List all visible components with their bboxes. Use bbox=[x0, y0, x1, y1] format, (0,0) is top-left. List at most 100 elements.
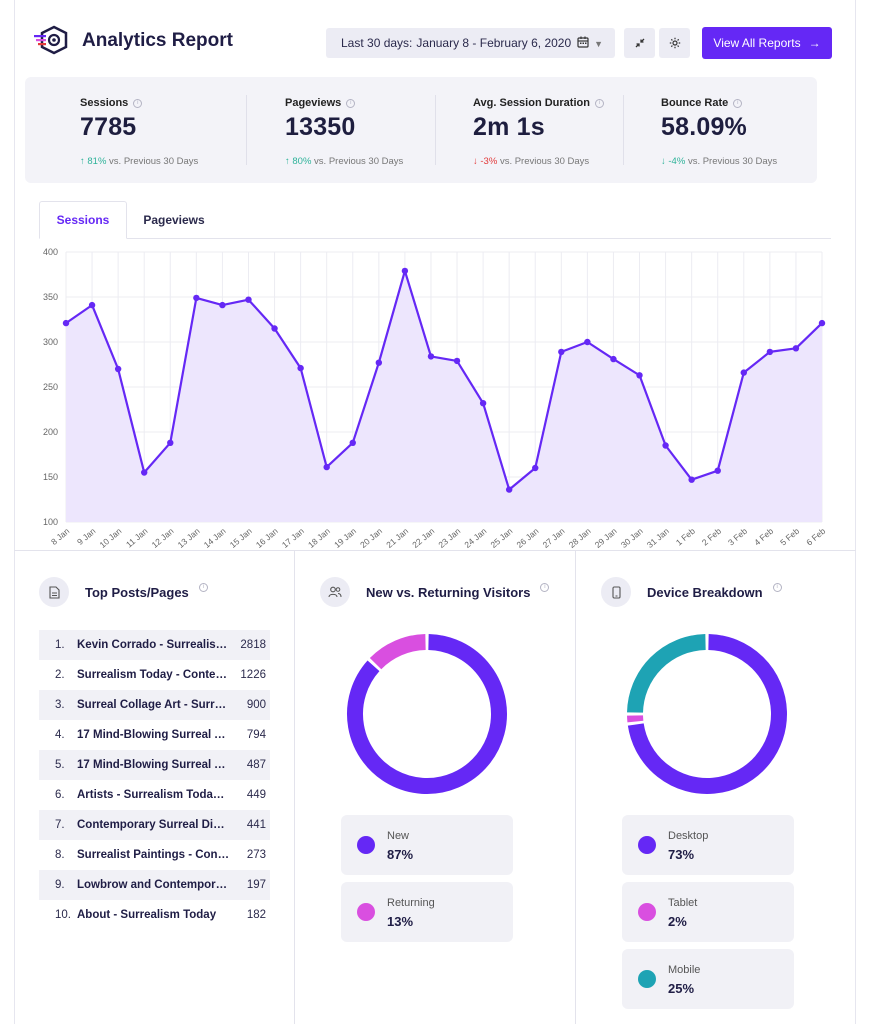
top-post-row[interactable]: 8. Surrealist Paintings - Cont… 273 bbox=[39, 840, 270, 870]
top-post-row[interactable]: 4. 17 Mind-Blowing Surreal A… 794 bbox=[39, 720, 270, 750]
settings-button[interactable] bbox=[659, 28, 690, 58]
post-title[interactable]: Surreal Collage Art - Surre… bbox=[77, 699, 230, 711]
legend-value: 25% bbox=[668, 981, 695, 996]
data-point bbox=[505, 486, 513, 493]
x-tick-label: 3 Feb bbox=[726, 526, 749, 548]
legend-desktop: Desktop 73% bbox=[622, 815, 794, 875]
top-post-row[interactable]: 2. Surrealism Today - Conte… 1226 bbox=[39, 660, 270, 690]
x-tick-label: 10 Jan bbox=[97, 526, 123, 550]
x-tick-label: 30 Jan bbox=[619, 526, 645, 550]
post-title[interactable]: Kevin Corrado - Surrealis… bbox=[77, 639, 228, 651]
collapse-icon bbox=[635, 38, 644, 48]
data-point bbox=[532, 464, 539, 472]
tab-pageviews[interactable]: Pageviews bbox=[143, 213, 205, 227]
post-rank: 9. bbox=[55, 879, 65, 891]
legend-label: Mobile bbox=[668, 964, 701, 976]
legend-label: Desktop bbox=[668, 830, 709, 842]
divider bbox=[435, 95, 436, 165]
y-tick-label: 350 bbox=[43, 292, 58, 302]
post-rank: 7. bbox=[55, 819, 65, 831]
info-icon[interactable]: i bbox=[772, 582, 782, 592]
data-point bbox=[636, 372, 643, 379]
date-range: January 8 - February 6, 2020 bbox=[416, 36, 572, 50]
chevron-down-icon: ▼ bbox=[594, 39, 603, 49]
post-title[interactable]: Surrealism Today - Conte… bbox=[77, 669, 227, 681]
post-title[interactable]: Surrealist Paintings - Cont… bbox=[77, 849, 230, 861]
info-icon[interactable]: i bbox=[540, 582, 550, 592]
tab-sessions[interactable]: Sessions bbox=[39, 201, 127, 239]
data-point bbox=[610, 355, 617, 363]
data-point bbox=[271, 325, 278, 332]
post-title[interactable]: Artists - Surrealism Today -… bbox=[77, 789, 230, 801]
x-tick-label: 2 Feb bbox=[700, 526, 723, 548]
info-icon[interactable]: i bbox=[198, 582, 208, 592]
stat-suffix: vs. Previous 30 Days bbox=[314, 156, 404, 167]
info-icon[interactable]: i bbox=[133, 98, 143, 108]
top-post-row[interactable]: 1. Kevin Corrado - Surrealis… 2818 bbox=[39, 630, 270, 660]
legend-dot bbox=[357, 836, 375, 854]
x-tick-label: 25 Jan bbox=[488, 526, 514, 550]
post-count: 794 bbox=[246, 729, 266, 741]
post-rank: 1. bbox=[55, 639, 65, 651]
post-rank: 5. bbox=[55, 759, 65, 771]
x-tick-label: 9 Jan bbox=[75, 526, 98, 547]
stat-label: Sessions bbox=[80, 97, 129, 109]
x-tick-label: 6 Feb bbox=[804, 526, 827, 548]
x-tick-label: 23 Jan bbox=[436, 526, 462, 550]
x-tick-label: 28 Jan bbox=[567, 526, 593, 550]
data-point bbox=[688, 476, 695, 483]
date-prefix: Last 30 days: bbox=[341, 36, 413, 50]
info-icon[interactable]: i bbox=[346, 98, 356, 108]
y-tick-label: 400 bbox=[43, 247, 58, 257]
top-post-row[interactable]: 9. Lowbrow and Contempora… 197 bbox=[39, 870, 270, 900]
donut-slice-new bbox=[347, 634, 507, 794]
post-count: 2818 bbox=[240, 639, 266, 651]
info-icon[interactable]: i bbox=[733, 98, 743, 108]
collapse-button[interactable] bbox=[624, 28, 655, 58]
post-rank: 4. bbox=[55, 729, 65, 741]
date-range-picker[interactable]: Last 30 days: January 8 - February 6, 20… bbox=[326, 28, 615, 58]
x-tick-label: 5 Feb bbox=[778, 526, 801, 548]
chart-tabs: Sessions Pageviews bbox=[39, 201, 831, 239]
arrow-up-icon: ↑ bbox=[80, 156, 88, 167]
stats-panel: Sessions i 7785 ↑ 81% vs. Previous 30 Day… bbox=[25, 77, 817, 183]
top-posts-panel: Top Posts/Pages i bbox=[14, 551, 294, 1024]
gear-icon bbox=[669, 37, 680, 49]
post-title[interactable]: 17 Mind-Blowing Surreal A… bbox=[77, 729, 230, 741]
data-point bbox=[662, 442, 669, 449]
sessions-chart: 100 150 200 250 300 350 400 8 Jan 9 Jan 10 Jan 11 … bbox=[43, 247, 828, 550]
top-post-row[interactable]: 3. Surreal Collage Art - Surre… 900 bbox=[39, 690, 270, 720]
info-icon[interactable]: i bbox=[594, 98, 604, 108]
arrow-down-icon: ↓ bbox=[661, 156, 669, 167]
top-post-row[interactable]: 6. Artists - Surrealism Today -… 449 bbox=[39, 780, 270, 810]
post-title[interactable]: About - Surrealism Today bbox=[77, 909, 217, 921]
divider bbox=[246, 95, 247, 165]
top-post-row[interactable]: 10. About - Surrealism Today 182 bbox=[39, 900, 270, 930]
post-count: 449 bbox=[246, 789, 266, 801]
x-tick-label: 22 Jan bbox=[410, 526, 436, 550]
arrow-down-icon: ↓ bbox=[473, 156, 481, 167]
panel-header: Device Breakdown i bbox=[601, 577, 782, 607]
stat-value: 58.09% bbox=[661, 113, 747, 141]
stat-value: 2m 1s bbox=[473, 113, 545, 141]
data-point bbox=[88, 301, 96, 309]
devices-panel: Device Breakdown i bbox=[576, 551, 856, 1024]
top-post-row[interactable]: 5. 17 Mind-Blowing Surreal A… 487 bbox=[39, 750, 270, 780]
devices-donut-chart bbox=[627, 634, 787, 794]
document-icon bbox=[39, 577, 69, 607]
top-post-row[interactable]: 7. Contemporary Surreal Digit… 441 bbox=[39, 810, 270, 840]
legend-label: Tablet bbox=[668, 897, 698, 909]
legend-value: 13% bbox=[387, 914, 414, 929]
stat-suffix: vs. Previous 30 Days bbox=[499, 156, 590, 167]
x-tick-label: 17 Jan bbox=[280, 526, 306, 550]
stat-avg-session-duration: Avg. Session Duration i 2m 1s ↓ -3% vs. P… bbox=[473, 97, 604, 167]
data-point bbox=[245, 296, 252, 303]
post-count: 197 bbox=[246, 879, 266, 891]
post-title[interactable]: 17 Mind-Blowing Surreal A… bbox=[77, 759, 230, 771]
view-all-reports-button[interactable]: View All Reports → bbox=[702, 27, 832, 59]
data-point bbox=[427, 353, 435, 360]
post-title[interactable]: Lowbrow and Contempora… bbox=[77, 879, 230, 891]
legend-returning: Returning 13% bbox=[341, 882, 513, 942]
data-point bbox=[349, 439, 356, 446]
post-title[interactable]: Contemporary Surreal Digit… bbox=[77, 819, 230, 831]
